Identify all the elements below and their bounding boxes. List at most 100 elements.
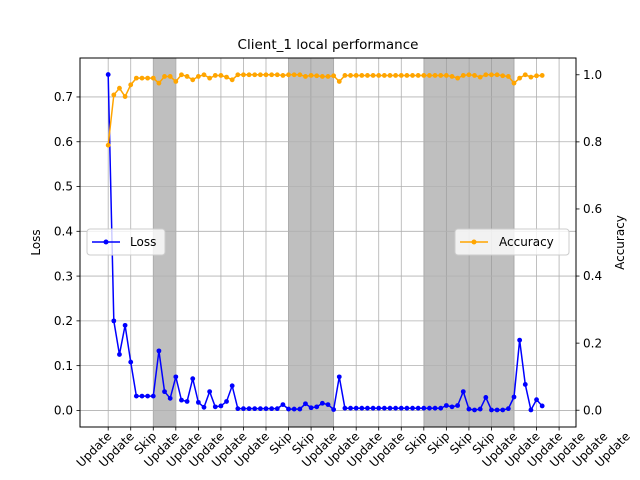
point-loss-17 (201, 404, 207, 410)
point-accuracy-49 (381, 73, 387, 78)
point-loss-61 (449, 404, 455, 410)
point-accuracy-55 (415, 73, 421, 78)
y-axis-right-label: Accuracy (613, 215, 627, 270)
point-loss-51 (393, 405, 399, 411)
y-axis-left-label: Loss (29, 229, 43, 255)
ticks: 0.0 0.1 0.2 0.3 0.4 0.5 0.6 0.7 0.0 0.2 0.4 0.6 0.8 1… (54, 68, 602, 431)
point-accuracy-51 (393, 73, 399, 78)
legend-loss-label: Loss (130, 235, 156, 249)
point-accuracy-67 (483, 72, 489, 78)
point-loss-63 (460, 389, 466, 395)
point-loss-16 (195, 399, 201, 405)
y-left-tick-label-3: 0.3 (54, 269, 73, 283)
point-loss-67 (483, 395, 489, 400)
point-accuracy-57 (427, 73, 432, 78)
point-loss-59 (438, 405, 444, 411)
point-accuracy-1 (111, 92, 117, 98)
point-loss-35 (303, 401, 308, 407)
y-right-tick-label-0: 0.0 (583, 403, 602, 417)
point-accuracy-24 (241, 72, 246, 78)
series (105, 72, 545, 413)
point-accuracy-35 (303, 74, 308, 79)
point-accuracy-39 (325, 74, 331, 79)
point-loss-77 (539, 403, 545, 409)
point-loss-68 (489, 407, 494, 413)
point-accuracy-54 (410, 73, 415, 78)
point-loss-19 (212, 404, 218, 410)
point-loss-38 (319, 400, 325, 406)
point-loss-10 (162, 389, 167, 395)
y-left-tick-label-4: 0.4 (54, 225, 73, 239)
point-accuracy-15 (190, 77, 196, 83)
point-loss-76 (534, 397, 539, 403)
point-accuracy-30 (274, 72, 280, 78)
point-accuracy-32 (286, 72, 291, 78)
skip-region-2 (310, 57, 334, 428)
point-loss-47 (370, 405, 376, 411)
point-loss-3 (122, 322, 128, 328)
point-accuracy-60 (443, 73, 449, 78)
point-accuracy-76 (534, 73, 539, 79)
point-loss-60 (443, 403, 449, 408)
point-accuracy-14 (184, 74, 190, 79)
point-accuracy-42 (342, 73, 348, 78)
legend-loss: Loss (86, 228, 166, 256)
point-loss-21 (224, 399, 229, 404)
point-loss-72 (511, 394, 517, 400)
point-accuracy-7 (145, 75, 151, 81)
point-accuracy-10 (162, 74, 167, 79)
point-loss-20 (218, 403, 224, 409)
point-loss-8 (150, 393, 156, 399)
point-accuracy-75 (528, 74, 534, 80)
point-loss-43 (348, 405, 353, 411)
point-accuracy-56 (421, 73, 427, 78)
point-loss-52 (398, 405, 404, 411)
point-loss-37 (314, 404, 320, 410)
point-loss-74 (522, 382, 528, 387)
point-accuracy-48 (376, 73, 382, 78)
point-loss-53 (404, 405, 410, 411)
point-accuracy-13 (179, 72, 184, 78)
y-right-tick-label-1: 0.2 (583, 336, 602, 350)
point-loss-28 (263, 406, 269, 412)
point-loss-18 (207, 389, 213, 395)
point-loss-75 (528, 407, 534, 413)
point-loss-0 (105, 72, 111, 77)
point-accuracy-47 (370, 73, 376, 78)
point-accuracy-22 (229, 77, 235, 83)
point-accuracy-40 (331, 73, 337, 79)
point-loss-64 (466, 406, 472, 412)
point-loss-42 (342, 405, 348, 411)
point-accuracy-59 (438, 73, 444, 78)
point-loss-50 (387, 405, 393, 411)
point-loss-55 (415, 405, 421, 411)
point-loss-24 (241, 406, 246, 412)
point-accuracy-72 (511, 80, 517, 86)
skip-region-1 (288, 57, 312, 428)
point-accuracy-41 (336, 79, 342, 84)
legend-accuracy-label: Accuracy (499, 235, 554, 249)
legend-loss-marker (103, 239, 109, 245)
point-accuracy-38 (319, 74, 325, 79)
point-loss-48 (376, 405, 382, 411)
point-loss-14 (184, 399, 190, 404)
point-accuracy-19 (212, 73, 218, 78)
point-accuracy-6 (139, 75, 145, 81)
point-loss-56 (421, 405, 427, 411)
point-loss-57 (427, 405, 432, 411)
point-loss-54 (410, 405, 415, 411)
point-loss-41 (336, 374, 342, 380)
point-accuracy-20 (218, 73, 224, 78)
point-loss-27 (257, 406, 263, 412)
point-loss-46 (365, 405, 370, 411)
point-loss-69 (494, 407, 500, 413)
point-loss-44 (353, 405, 359, 411)
point-accuracy-17 (201, 72, 207, 78)
point-accuracy-58 (432, 73, 438, 78)
point-accuracy-36 (308, 73, 314, 78)
point-accuracy-50 (387, 73, 393, 78)
point-loss-73 (517, 337, 523, 343)
point-accuracy-27 (257, 72, 263, 78)
point-loss-36 (308, 405, 314, 411)
point-accuracy-73 (517, 75, 523, 81)
